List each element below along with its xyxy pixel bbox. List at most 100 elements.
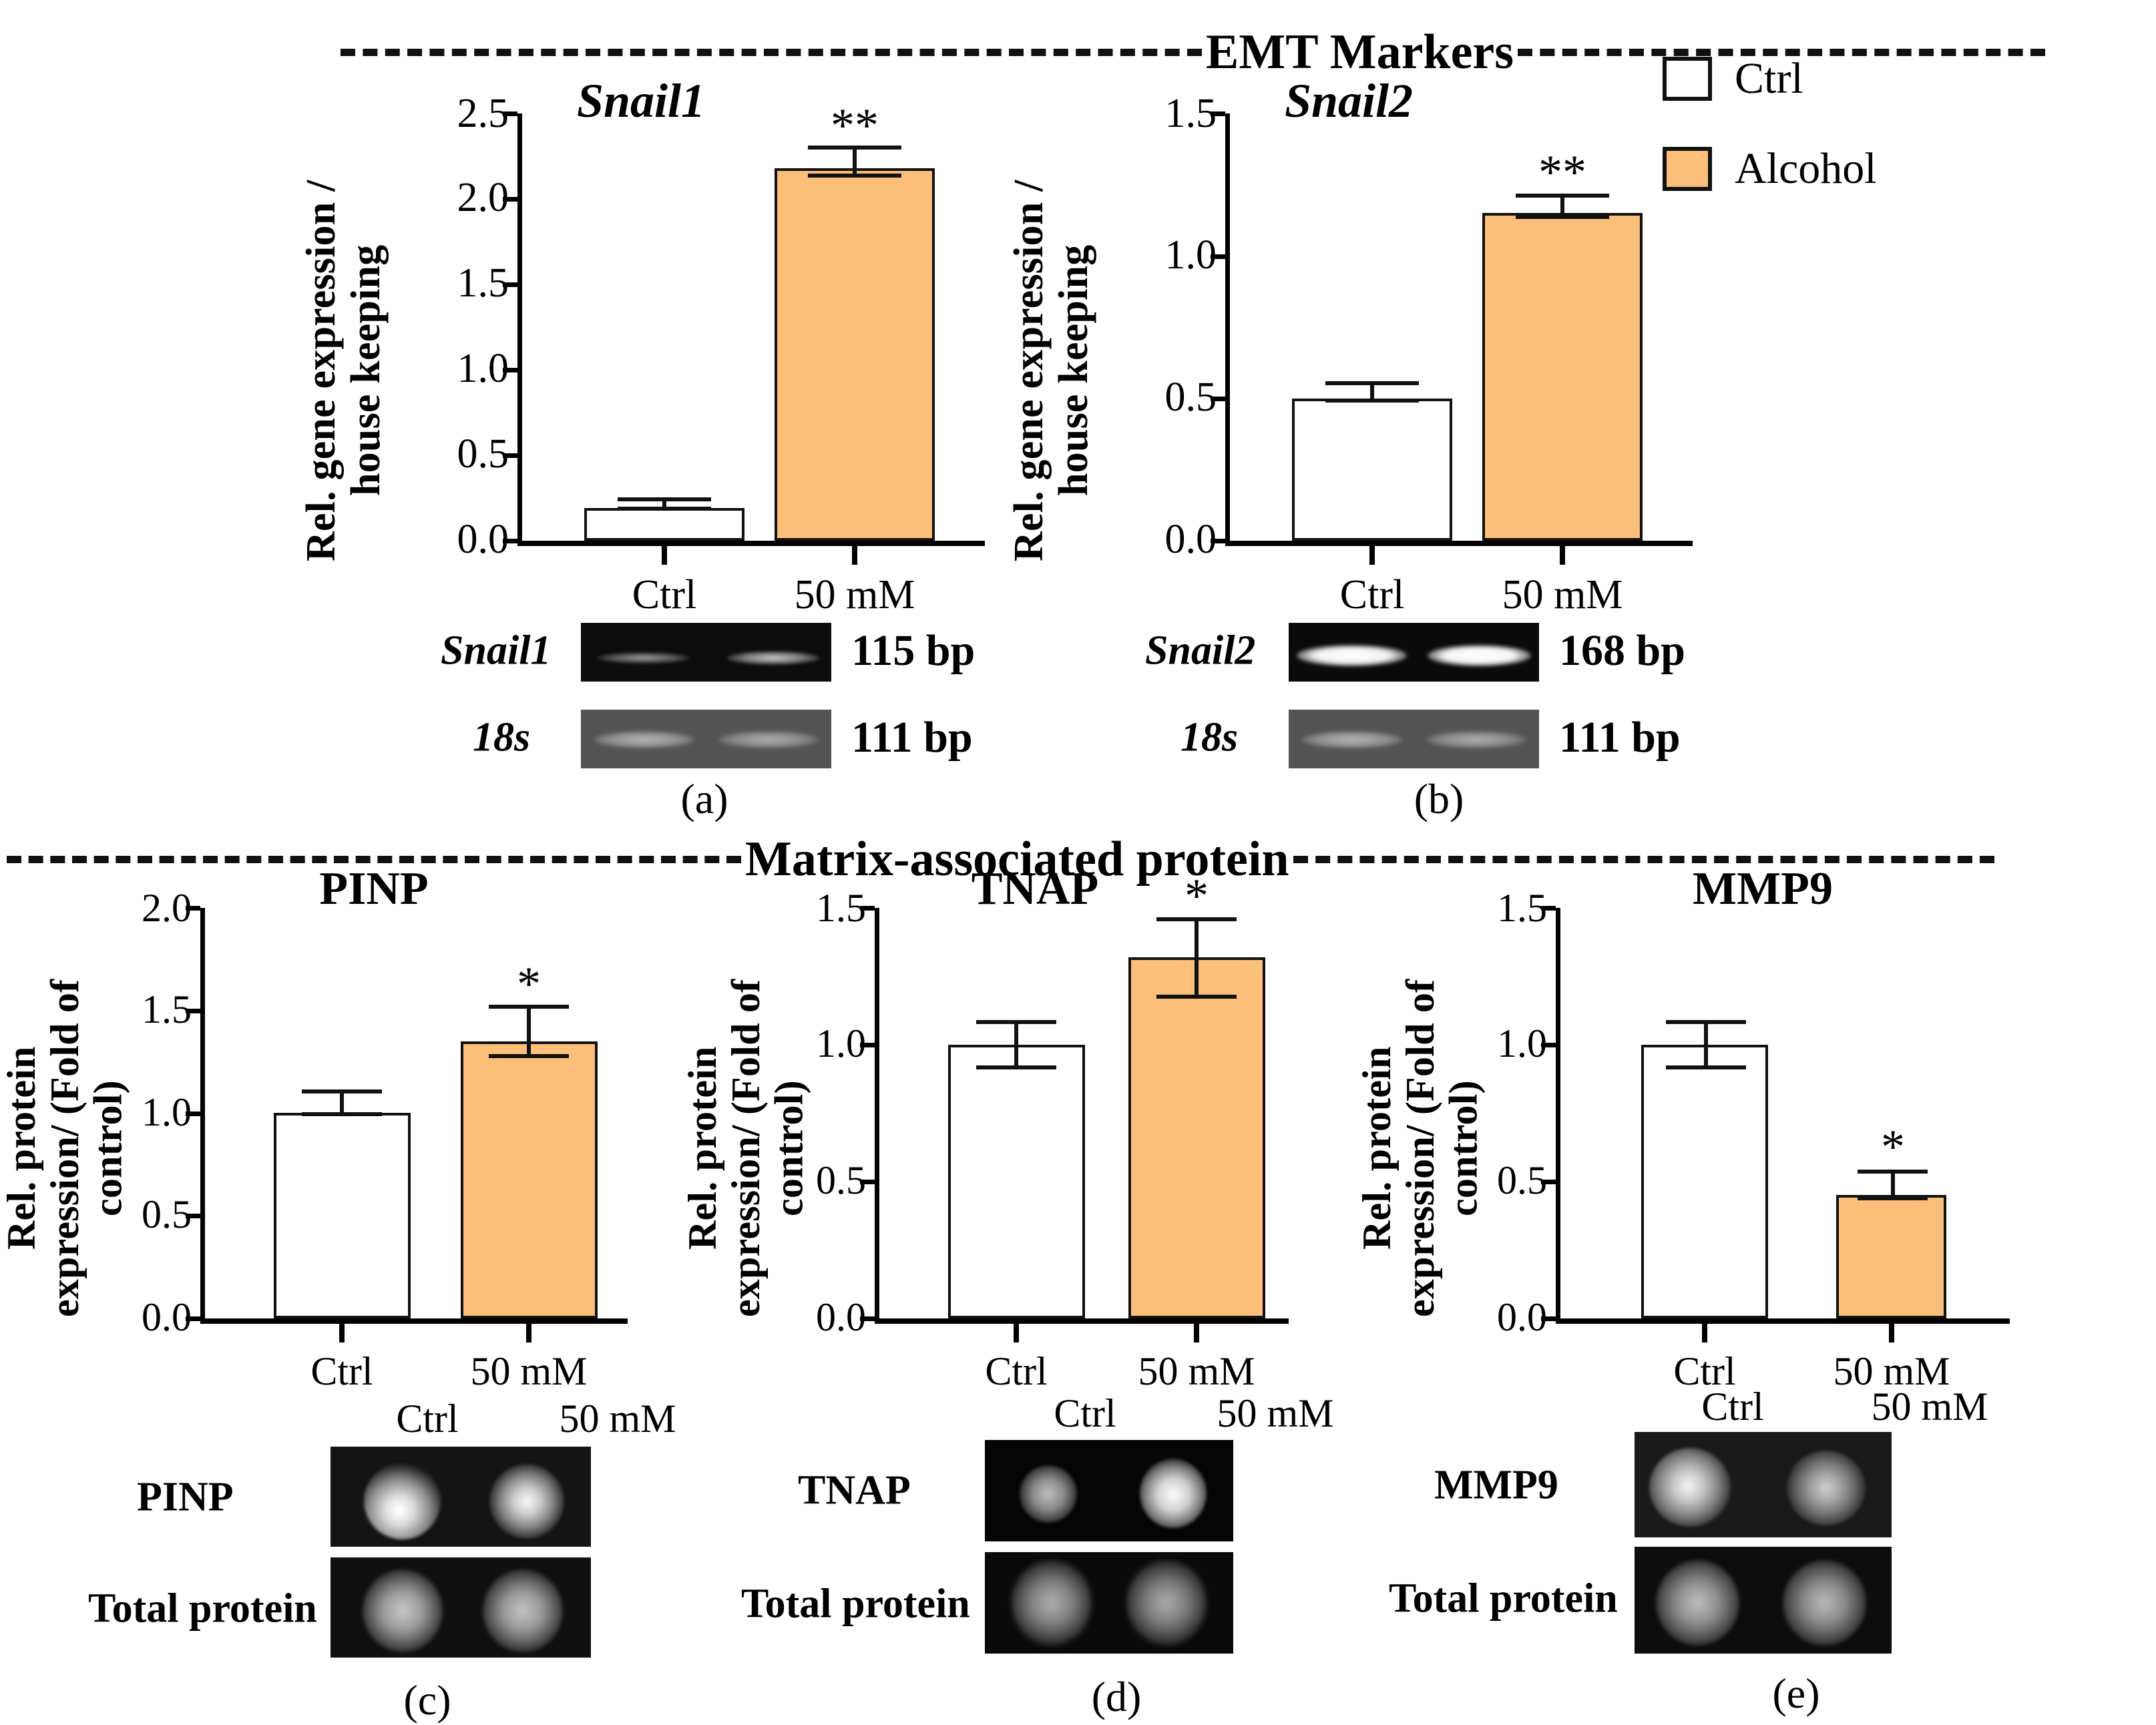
blot-lane-header-50mm-d: 50 mM	[1217, 1391, 1334, 1435]
bar-alcohol-snail2	[1482, 213, 1643, 541]
chart-title-snail2: Snail2	[1284, 74, 1414, 128]
bar-alcohol-pinp	[461, 1041, 598, 1318]
gel-bp-snail2: 168 bp	[1559, 626, 1685, 675]
y-tick-label-3: 1.5	[142, 987, 192, 1032]
chart-title-snail1: Snail1	[576, 74, 706, 128]
blot-lane-header-ctrl-d: Ctrl	[1054, 1391, 1116, 1435]
gel-band-ctrl-snail1	[597, 652, 690, 664]
y-tick-label-4: 2.0	[457, 175, 509, 221]
blot-dot-ctrl-pinp	[364, 1463, 441, 1539]
y-tick-0	[860, 1316, 875, 1321]
y-tick-1	[1541, 1180, 1556, 1184]
bar-alcohol-tnap	[1128, 957, 1265, 1318]
blot-dot-ctrl-totalprotein-d	[1012, 1560, 1092, 1646]
legend-label-alcohol: Alcohol	[1735, 144, 1877, 193]
x-tick-label-50mm-snail1: 50 mM	[794, 572, 915, 618]
bar-ctrl-tnap	[948, 1045, 1085, 1318]
blot-dot-ctrl-totalprotein-c	[363, 1569, 443, 1652]
y-tick-2	[186, 1112, 200, 1116]
x-tick-label-ctrl-mmp9: Ctrl	[1673, 1349, 1736, 1393]
gel-image-18s-a	[581, 710, 831, 768]
y-tick-label-3: 1.5	[1497, 886, 1547, 931]
divider-dash-right	[1518, 49, 2046, 56]
legend-item-alcohol: Alcohol	[1663, 144, 1877, 194]
section-divider-matrix: Matrix-associated protein	[0, 831, 2156, 888]
gel-band-alcohol-snail2	[1428, 645, 1531, 666]
blot-dot-alcohol-totalprotein-d	[1126, 1560, 1207, 1646]
chart-mmp9: MMP9 Rel. protein expression/ (Fold of c…	[1355, 863, 2090, 1393]
legend-swatch-alcohol	[1663, 147, 1712, 191]
blot-image-totalprotein-e	[1635, 1547, 1892, 1654]
y-tick-2	[1211, 254, 1225, 259]
y-tick-2	[503, 368, 517, 373]
gel-band-alcohol-18s-a	[718, 731, 819, 748]
blot-dot-ctrl-tnap	[1020, 1465, 1077, 1523]
x-tick-50mm-tnap	[1194, 1322, 1199, 1342]
chart-tnap: TNAP Rel. protein expression/ (Fold of c…	[680, 863, 1349, 1393]
y-axis-label-pinp: Rel. protein expression/ (Fold of contro…	[0, 979, 130, 1318]
y-tick-label-1: 0.5	[457, 431, 509, 477]
x-tick-ctrl-mmp9	[1702, 1322, 1707, 1342]
y-tick-4	[503, 197, 517, 202]
y-tick-3	[186, 1009, 200, 1013]
panel-letter-a: (a)	[680, 775, 728, 822]
x-tick-label-ctrl-snail2: Ctrl	[1339, 572, 1405, 618]
bar-ctrl-pinp	[274, 1113, 411, 1318]
errorbar-alcohol-snail1	[808, 146, 901, 178]
y-tick-label-5: 2.5	[457, 91, 509, 137]
blot-block-tnap: Ctrl 50 mM TNAP Total protein	[741, 1391, 1402, 1672]
x-tick-ctrl-snail2	[1369, 545, 1375, 565]
y-tick-2	[860, 1043, 875, 1047]
y-tick-label-0: 0.0	[1497, 1295, 1547, 1340]
gel-bp-18s-a: 111 bp	[851, 713, 973, 762]
y-tick-0	[1541, 1316, 1556, 1321]
y-tick-0	[186, 1316, 200, 1321]
blot-row-label-totalprotein-e: Total protein	[1389, 1575, 1618, 1622]
panel-letter-c: (c)	[403, 1676, 451, 1724]
y-tick-0	[1211, 539, 1225, 543]
x-tick-label-ctrl-snail1: Ctrl	[632, 572, 697, 618]
panel-letter-d: (d)	[1091, 1673, 1142, 1720]
errorbar-ctrl-tnap	[976, 1020, 1056, 1069]
y-axis-line-pinp	[200, 908, 205, 1322]
bar-ctrl-snail1	[584, 508, 744, 541]
significance-alcohol-pinp: *	[517, 957, 541, 1011]
y-axis-line-snail1	[517, 113, 522, 544]
y-tick-label-1: 0.5	[142, 1192, 192, 1237]
y-axis-line-snail2	[1225, 113, 1230, 544]
x-tick-label-50mm-mmp9: 50 mM	[1833, 1349, 1950, 1393]
divider-dash-left-2	[7, 856, 741, 863]
blot-lane-header-50mm-e: 50 mM	[1871, 1385, 1988, 1429]
y-axis-line-tnap	[875, 908, 879, 1322]
errorbar-ctrl-snail1	[618, 497, 711, 511]
y-tick-label-3: 1.5	[1164, 91, 1217, 137]
y-tick-label-1: 0.5	[1164, 375, 1217, 421]
divider-dash-left	[341, 49, 1202, 56]
blot-dot-alcohol-pinp	[489, 1464, 564, 1539]
figure-legend: Ctrl Alcohol	[1663, 47, 2036, 214]
errorbar-alcohol-mmp9	[1858, 1170, 1928, 1200]
section-title-emt: EMT Markers	[1206, 25, 1514, 79]
plot-area-snail1: 0.0 0.5 1.0 1.5 2.0 2.5 ** Ctrl 50 mM	[457, 91, 985, 618]
errorbar-alcohol-pinp	[489, 1005, 569, 1058]
legend-swatch-ctrl	[1663, 57, 1712, 101]
panel-letter-b: (b)	[1414, 775, 1464, 822]
gel-row-label-snail1: Snail1	[441, 628, 552, 674]
y-tick-label-2: 1.0	[816, 1021, 866, 1066]
y-tick-label-2: 1.0	[142, 1090, 192, 1135]
errorbar-ctrl-pinp	[302, 1089, 382, 1116]
plot-area-snail2: 0.0 0.5 1.0 1.5 ** Ctrl 50 mM	[1165, 91, 1693, 618]
x-tick-50mm-mmp9	[1889, 1322, 1894, 1342]
x-tick-label-ctrl-tnap: Ctrl	[985, 1349, 1048, 1393]
gel-band-alcohol-18s-b	[1426, 731, 1526, 748]
y-axis-label-tnap: Rel. protein expression/ (Fold of contro…	[680, 979, 811, 1318]
bar-ctrl-mmp9	[1641, 1045, 1768, 1318]
y-tick-label-3: 1.5	[457, 260, 509, 306]
blot-dot-alcohol-mmp9	[1787, 1451, 1866, 1525]
x-tick-50mm-snail1	[852, 545, 857, 565]
blot-image-pinp	[331, 1447, 591, 1547]
significance-alcohol-tnap: *	[1184, 869, 1209, 923]
blot-row-label-totalprotein-c: Total protein	[88, 1585, 317, 1632]
x-tick-label-50mm-tnap: 50 mM	[1138, 1349, 1255, 1393]
plot-area-mmp9: 0.0 0.5 1.0 1.5 * Ctrl 50 mM	[1497, 886, 2010, 1393]
